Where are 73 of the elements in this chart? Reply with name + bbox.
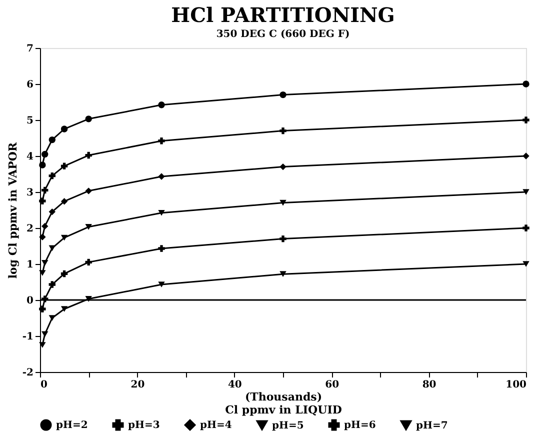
point: [280, 127, 286, 134]
legend-label: pH=4: [200, 420, 232, 431]
x-axis-title: Cl ppmv in LIQUID: [225, 404, 342, 416]
point: [158, 282, 165, 288]
y-tick-label: 2: [26, 224, 34, 234]
point: [522, 116, 530, 124]
legend-label: pH=3: [128, 420, 160, 431]
point: [522, 189, 530, 195]
x-tick-label: 40: [228, 380, 242, 390]
point: [60, 306, 68, 312]
point: [158, 138, 165, 144]
point: [280, 235, 286, 242]
point: [280, 200, 286, 206]
point: [158, 173, 165, 180]
point: [158, 210, 165, 216]
point: [522, 80, 530, 88]
point: [158, 245, 165, 252]
y-tick-label: 0: [26, 296, 34, 306]
legend-label: pH=7: [416, 420, 448, 432]
point: [85, 224, 92, 230]
point: [280, 91, 286, 98]
point: [48, 172, 56, 180]
legend-label: pH=6: [344, 420, 376, 431]
point: [42, 150, 48, 158]
x-tick-label: 60: [325, 380, 340, 390]
point: [280, 271, 286, 277]
point: [60, 270, 68, 278]
point: [39, 198, 46, 204]
x-tick-label: 100: [506, 380, 527, 390]
point: [42, 260, 48, 266]
x-tick-label: 20: [130, 380, 145, 390]
point: [522, 261, 530, 267]
point: [42, 186, 48, 194]
y-tick-label: 6: [26, 80, 34, 90]
y-tick-label: -1: [22, 332, 34, 342]
point: [85, 188, 92, 194]
point: [39, 306, 46, 312]
point: [280, 163, 286, 170]
point: [60, 198, 68, 205]
point: [85, 116, 92, 122]
y-tick-label: -2: [22, 368, 34, 378]
point: [60, 126, 68, 132]
point: [48, 208, 56, 216]
point: [85, 258, 92, 266]
point: [42, 331, 48, 338]
point: [522, 224, 530, 232]
legend-label: pH=2: [56, 420, 88, 431]
point: [39, 270, 46, 276]
point: [48, 245, 56, 252]
point: [39, 234, 46, 240]
y-tick-label: 3: [26, 188, 34, 198]
chart-title: HCl PARTITIONING: [171, 3, 395, 27]
point: [39, 342, 46, 348]
point: [85, 152, 92, 159]
y-tick-label: 1: [26, 260, 34, 270]
chart-subtitle: 350 DEG C (660 DEG F): [216, 29, 350, 40]
x-tick-label: 80: [422, 380, 436, 390]
y-tick-label: 4: [26, 152, 34, 162]
point: [158, 102, 165, 108]
y-axis-title: log Cl ppmv in VAPOR: [6, 142, 20, 279]
point: [522, 152, 530, 160]
x-tick-label: 0: [40, 380, 48, 390]
text: (Thousands): [244, 390, 322, 404]
point: [48, 281, 56, 288]
y-tick-label: 5: [26, 116, 34, 126]
point: [48, 136, 56, 144]
point: [39, 162, 46, 168]
point: [60, 234, 68, 241]
legend-label: pH=5: [272, 420, 304, 432]
y-tick-label: 7: [26, 44, 34, 54]
point: [42, 222, 48, 230]
point: [60, 162, 68, 170]
point: [48, 315, 56, 321]
